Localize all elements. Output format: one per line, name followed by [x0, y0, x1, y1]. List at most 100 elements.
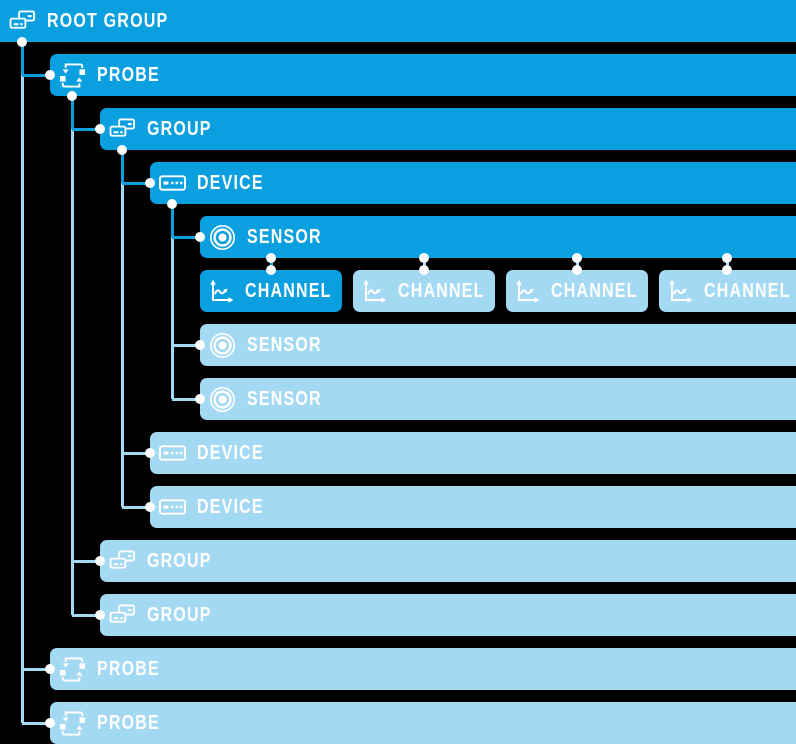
node-root-group: ROOT GROUP: [0, 0, 796, 42]
sensor-icon: [209, 386, 236, 413]
node-label: GROUP: [147, 549, 212, 572]
node-label: PROBE: [97, 711, 160, 734]
connector-line: [269, 258, 273, 270]
node-label: CHANNEL: [704, 279, 791, 302]
connector-line: [575, 258, 579, 270]
node-label: SENSOR: [247, 333, 322, 356]
connector-dot: [572, 253, 582, 263]
connector-dot: [95, 556, 105, 566]
group-icon: [109, 604, 136, 627]
node-channel-4: CHANNEL: [659, 270, 796, 312]
group-icon: [109, 550, 136, 573]
connector-dot: [195, 340, 205, 350]
connector-line: [72, 127, 100, 131]
device-icon: [159, 499, 186, 515]
connector-dot: [117, 145, 127, 155]
connector-dot: [45, 664, 55, 674]
connector-dot: [45, 70, 55, 80]
node-label: DEVICE: [197, 495, 264, 518]
connector-dot: [67, 91, 77, 101]
node-group-3: GROUP: [100, 594, 796, 636]
connector-dot: [95, 124, 105, 134]
connector-line: [72, 559, 100, 563]
channel-icon: [362, 279, 387, 304]
node-label: SENSOR: [247, 387, 322, 410]
node-probe-3: PROBE: [50, 702, 796, 744]
connector-line: [22, 721, 50, 725]
node-label: CHANNEL: [245, 279, 332, 302]
node-label: PROBE: [97, 63, 160, 86]
node-label: ROOT GROUP: [47, 9, 169, 32]
node-sensor-1: SENSOR: [200, 216, 796, 258]
node-channel-2: CHANNEL: [353, 270, 495, 312]
connector-line: [70, 96, 74, 129]
channel-icon: [209, 279, 234, 304]
probe-icon: [59, 62, 86, 89]
node-channel-1: CHANNEL: [200, 270, 342, 312]
connector-line: [20, 42, 24, 75]
node-device-3: DEVICE: [150, 486, 796, 528]
connector-line: [70, 129, 74, 615]
connector-line: [122, 181, 150, 185]
node-device-1: DEVICE: [150, 162, 796, 204]
connector-dot: [266, 265, 276, 275]
connector-dot: [145, 448, 155, 458]
connector-dot: [722, 265, 732, 275]
node-label: CHANNEL: [551, 279, 638, 302]
connector-line: [172, 235, 200, 239]
connector-line: [72, 613, 100, 617]
probe-icon: [59, 710, 86, 737]
sensor-icon: [209, 224, 236, 251]
connector-line: [725, 258, 729, 270]
connector-line: [120, 150, 124, 183]
connector-dot: [95, 610, 105, 620]
node-group-2: GROUP: [100, 540, 796, 582]
connector-dot: [145, 178, 155, 188]
channel-icon: [515, 279, 540, 304]
connector-dot: [167, 199, 177, 209]
probe-icon: [59, 656, 86, 683]
connector-line: [422, 258, 426, 270]
node-sensor-3: SENSOR: [200, 378, 796, 420]
node-label: PROBE: [97, 657, 160, 680]
connector-line: [170, 237, 174, 399]
node-probe-2: PROBE: [50, 648, 796, 690]
connector-line: [172, 343, 200, 347]
node-label: CHANNEL: [398, 279, 485, 302]
node-label: SENSOR: [247, 225, 322, 248]
node-channel-3: CHANNEL: [506, 270, 648, 312]
node-label: DEVICE: [197, 441, 264, 464]
connector-dot: [195, 394, 205, 404]
connector-dot: [195, 232, 205, 242]
connector-line: [170, 204, 174, 237]
node-sensor-2: SENSOR: [200, 324, 796, 366]
connector-line: [22, 667, 50, 671]
connector-dot: [266, 253, 276, 263]
connector-dot: [419, 265, 429, 275]
connector-dot: [145, 502, 155, 512]
device-icon: [159, 175, 186, 191]
connector-line: [20, 75, 24, 723]
node-probe-1: PROBE: [50, 54, 796, 96]
connector-dot: [419, 253, 429, 263]
connector-line: [122, 451, 150, 455]
group-icon: [9, 10, 36, 33]
connector-dot: [722, 253, 732, 263]
node-device-2: DEVICE: [150, 432, 796, 474]
node-label: DEVICE: [197, 171, 264, 194]
connector-line: [120, 183, 124, 507]
connector-line: [22, 73, 50, 77]
node-label: GROUP: [147, 117, 212, 140]
node-group-1: GROUP: [100, 108, 796, 150]
channel-icon: [668, 279, 693, 304]
node-label: GROUP: [147, 603, 212, 626]
connector-dot: [45, 718, 55, 728]
sensor-icon: [209, 332, 236, 359]
connector-dot: [572, 265, 582, 275]
connector-line: [172, 397, 200, 401]
device-icon: [159, 445, 186, 461]
connector-line: [122, 505, 150, 509]
group-icon: [109, 118, 136, 141]
connector-dot: [17, 37, 27, 47]
